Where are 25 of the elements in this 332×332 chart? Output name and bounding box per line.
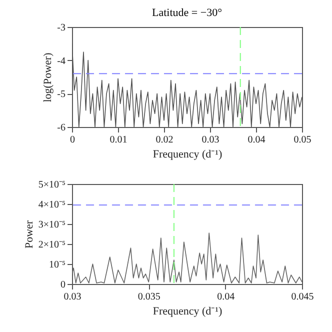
y-tick-label: -4 xyxy=(57,56,66,67)
y-tick-label: -5 xyxy=(57,89,66,100)
y-axis-title: Power xyxy=(23,220,36,249)
y-tick-label: -6 xyxy=(57,122,66,134)
y-tick-label: 5×10⁻⁵ xyxy=(38,180,66,190)
x-tick-label: 0.05 xyxy=(294,134,312,146)
x-tick-label: 0.035 xyxy=(138,292,160,302)
x-tick-label: 0.045 xyxy=(291,292,314,302)
y-tick-label: -3 xyxy=(57,22,66,34)
chart-title: Latitude = −30° xyxy=(152,7,222,19)
x-tick-label: 0.03 xyxy=(202,134,220,146)
x-tick-label: 0 xyxy=(70,134,75,146)
y-tick-label: 3×10⁻⁵ xyxy=(38,220,66,230)
y-tick-label: 0 xyxy=(60,280,66,290)
y-axis-title: log(Power) xyxy=(42,52,54,102)
y-tick-label: 10⁻⁵ xyxy=(49,260,66,270)
y-tick-label: 4×10⁻⁵ xyxy=(38,200,66,210)
x-tick-label: 0.02 xyxy=(156,134,174,146)
x-tick-label: 0.01 xyxy=(110,134,128,146)
y-tick-label: 2×10⁻⁵ xyxy=(38,240,66,250)
x-tick-label: 0.03 xyxy=(64,292,82,302)
x-tick-label: 0.04 xyxy=(217,292,235,302)
x-axis-title: Frequency (d⁻¹) xyxy=(152,306,222,318)
x-tick-label: 0.04 xyxy=(248,134,266,146)
x-axis-title: Frequency (d⁻¹) xyxy=(152,148,222,160)
